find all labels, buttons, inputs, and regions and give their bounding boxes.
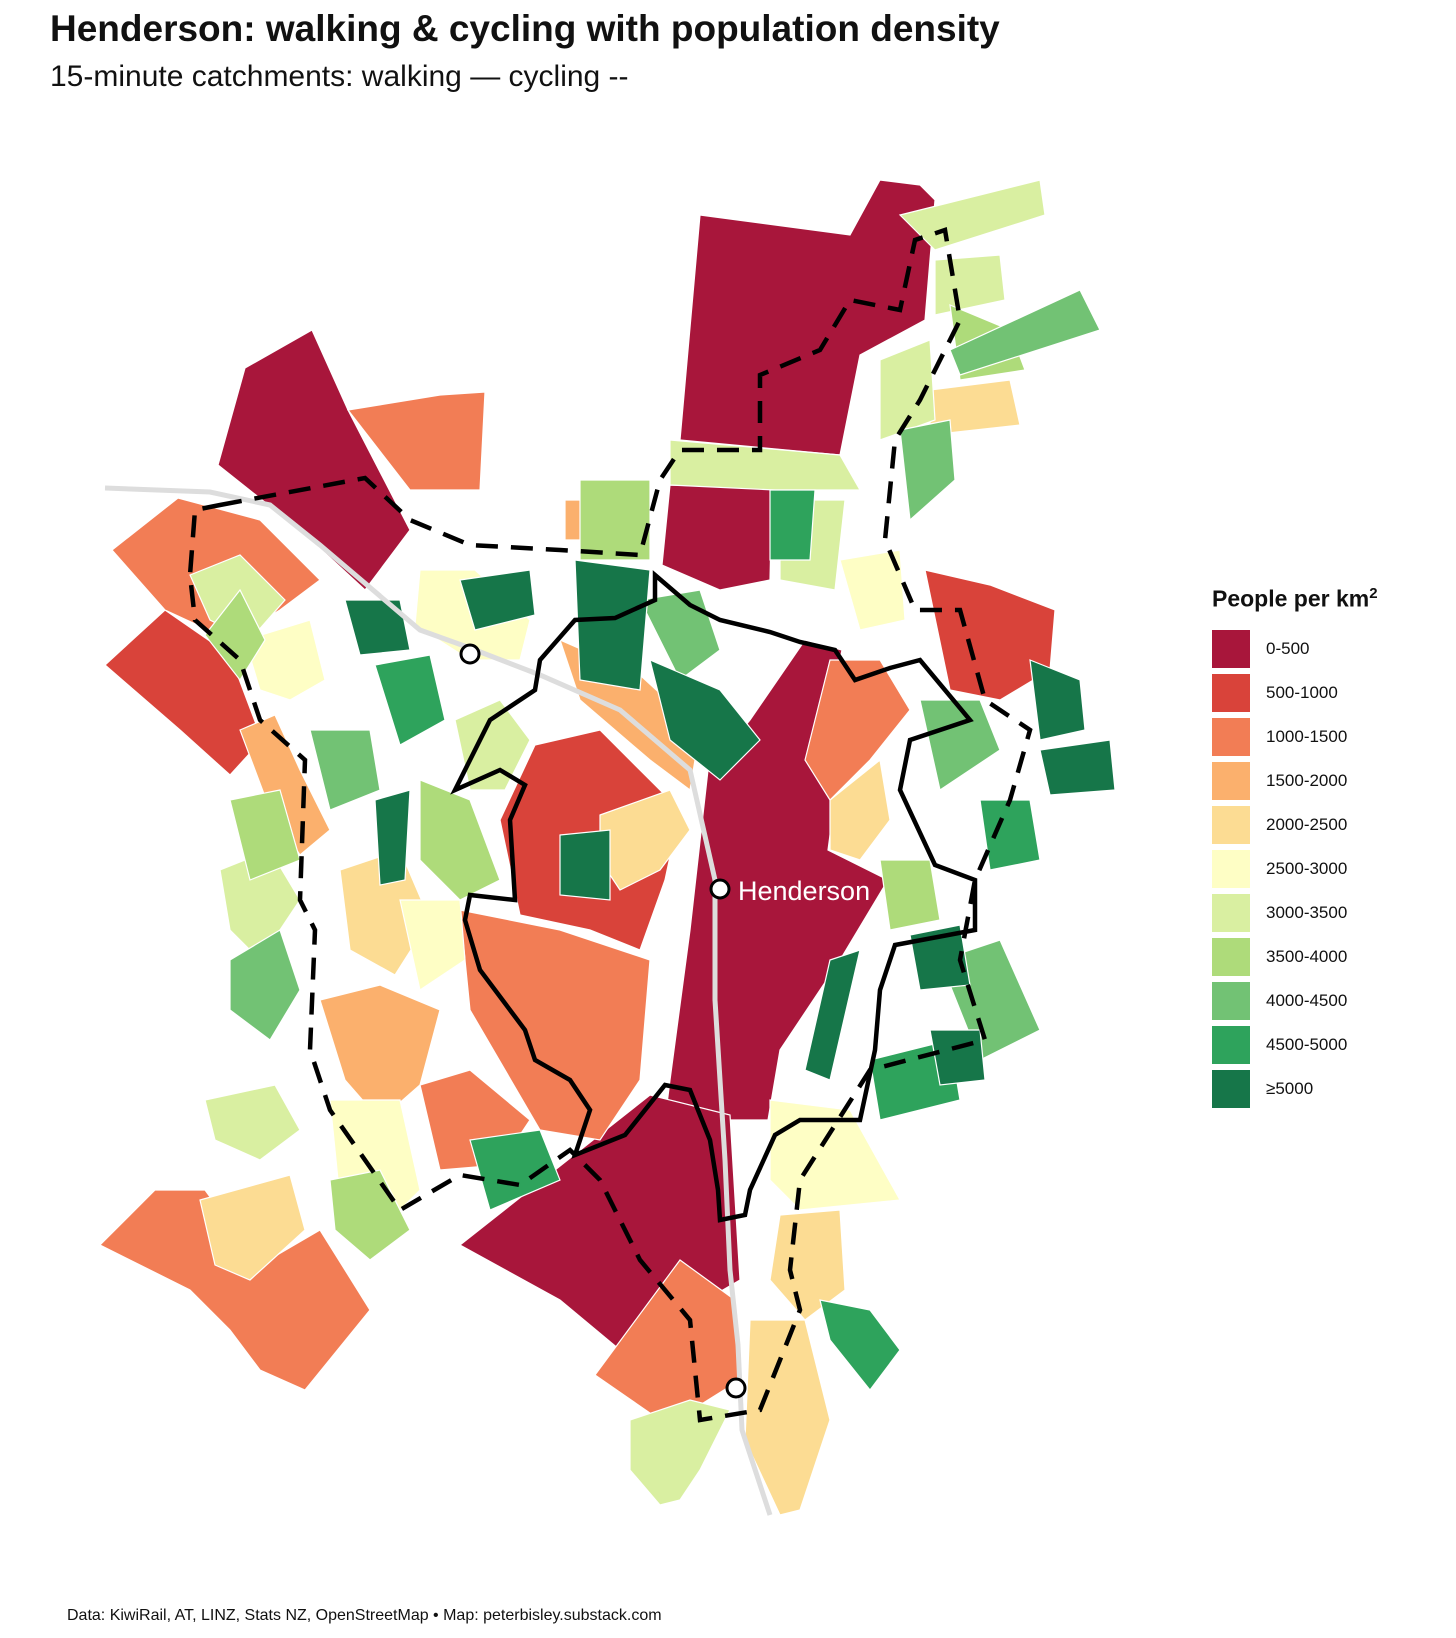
legend-title: People per km2: [1212, 585, 1442, 613]
area-dense-9: [344, 599, 411, 656]
area-dense-11: [804, 949, 861, 1081]
area-north-mid-2: [669, 439, 862, 491]
legend-item: 1000-1500: [1212, 715, 1442, 759]
area-central-4: [419, 779, 501, 901]
area-central-3: [454, 699, 531, 791]
area-dense-10: [374, 789, 411, 886]
legend-swatch: [1212, 629, 1250, 668]
source-caption: Data: KiwiRail, AT, LINZ, Stats NZ, Open…: [67, 1607, 662, 1624]
area-south-2: [629, 1399, 731, 1506]
legend-swatch: [1212, 717, 1250, 756]
legend-swatch: [1212, 761, 1250, 800]
area-north-mid-4: [579, 479, 651, 561]
legend-items: 0-500 500-1000 1000-1500 1500-2000 2000-2500…: [1212, 627, 1442, 1111]
area-east-3: [839, 549, 906, 631]
area-north-east-4: [879, 339, 936, 441]
henderson-station-marker: [709, 878, 731, 900]
area-dense-5: [1029, 659, 1086, 741]
legend-item: 3500-4000: [1212, 935, 1442, 979]
legend-swatch: [1212, 937, 1250, 976]
legend-swatch: [1212, 673, 1250, 712]
legend-label: ≥5000: [1266, 1078, 1314, 1098]
area-dense-2: [574, 559, 651, 691]
legend-item: 500-1000: [1212, 671, 1442, 715]
legend-swatch: [1212, 805, 1250, 844]
walking-catchment: [450, 570, 978, 1223]
legend-swatch: [1212, 1069, 1250, 1108]
legend-label: 2500-3000: [1266, 858, 1348, 878]
area-west-5: [399, 899, 466, 991]
area-southwest-5: [204, 1084, 301, 1161]
area-east-4: [879, 859, 941, 931]
legend-title-text: People per km: [1212, 585, 1370, 612]
legend-item: 3000-3500: [1212, 891, 1442, 935]
area-south-west-3: [199, 1174, 306, 1281]
legend-label: 3500-4000: [1266, 946, 1348, 966]
area-southwest-2: [319, 984, 441, 1121]
area-south-west: [98, 1189, 371, 1391]
area-north-east-6: [949, 289, 1101, 376]
cycling-catchment: [187, 227, 1033, 1423]
area-dense-8: [929, 1029, 986, 1086]
legend-item: 0-500: [1212, 627, 1442, 671]
legend-item: 4500-5000: [1212, 1023, 1442, 1067]
area-south-east-5: [819, 1299, 901, 1391]
legend-item: 4000-4500: [1212, 979, 1442, 1023]
legend-label: 500-1000: [1266, 682, 1338, 702]
density-areas: [98, 179, 1116, 1516]
legend-item: 2500-3000: [1212, 847, 1442, 891]
legend-swatch: [1212, 893, 1250, 932]
legend-label: 1500-2000: [1266, 770, 1348, 790]
area-central-6: [469, 1129, 561, 1211]
map-subtitle: 15-minute catchments: walking — cycling …: [50, 60, 629, 93]
legend-label: 3000-3500: [1266, 902, 1348, 922]
legend-label: 1000-1500: [1266, 726, 1348, 746]
station-markers: [459, 643, 747, 1399]
area-east-2: [829, 758, 891, 861]
legend-title-superscript: 2: [1369, 585, 1378, 602]
area-north-central: [661, 484, 773, 591]
legend: People per km2 0-500 500-1000 1000-1500 150…: [1212, 585, 1442, 1111]
legend-swatch: [1212, 849, 1250, 888]
legend-label: 4500-5000: [1266, 1034, 1348, 1054]
area-dense-3: [649, 658, 761, 781]
area-south-east-3: [769, 1099, 901, 1211]
legend-swatch: [1212, 981, 1250, 1020]
area-dense-4: [559, 829, 611, 901]
south-station-marker: [725, 1377, 747, 1399]
area-dense-6: [1039, 739, 1116, 796]
area-central-west-2: [459, 909, 651, 1141]
area-west-8: [309, 729, 381, 811]
legend-label: 4000-4500: [1266, 990, 1348, 1010]
area-north-mid-5: [769, 489, 816, 561]
north-west-station-marker: [459, 643, 481, 665]
area-dense-1: [459, 569, 536, 631]
area-north-east-7: [899, 419, 956, 522]
legend-item: 2000-2500: [1212, 803, 1442, 847]
area-north-east-3: [934, 254, 1006, 316]
area-east-7: [979, 799, 1041, 871]
map-title: Henderson: walking & cycling with popula…: [50, 8, 1000, 49]
density-map: [98, 179, 1116, 1516]
rail-line: [104, 485, 773, 1516]
area-north-west-1: [346, 391, 486, 491]
legend-item: ≥5000: [1212, 1067, 1442, 1111]
area-west-9: [374, 654, 446, 746]
area-northwest-4: [204, 588, 266, 682]
legend-item: 1500-2000: [1212, 759, 1442, 803]
area-northwest-5: [229, 929, 301, 1041]
legend-swatch: [1212, 1025, 1250, 1064]
legend-label: 0-500: [1266, 638, 1310, 658]
legend-label: 2000-2500: [1266, 814, 1348, 834]
henderson-station-label: Henderson: [738, 876, 871, 906]
area-east-5: [919, 699, 1001, 791]
area-east-central: [804, 659, 911, 801]
